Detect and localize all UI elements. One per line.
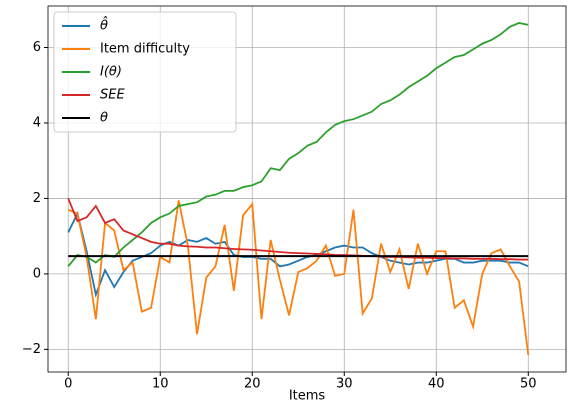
series-line	[67, 200, 530, 356]
x-tick-label: 0	[64, 377, 72, 392]
legend-label: I(θ)	[100, 65, 122, 80]
y-tick-label: 2	[33, 191, 41, 206]
x-axis-label: Items	[289, 389, 326, 404]
x-tick-label: 40	[428, 377, 445, 392]
legend-label: SEE	[100, 88, 125, 103]
x-tick-label: 20	[244, 377, 261, 392]
legend-label: θ̂	[100, 16, 108, 33]
series-line	[67, 198, 529, 261]
x-tick-label: 50	[520, 377, 537, 392]
x-tick-label: 30	[336, 377, 353, 392]
legend-label: θ	[100, 111, 108, 126]
y-tick-label: 4	[33, 115, 41, 130]
legend-label: Item difficulty	[100, 42, 190, 57]
y-tick-label: −2	[22, 342, 41, 357]
x-tick-label: 10	[152, 377, 169, 392]
legend-box	[53, 11, 237, 133]
legend: θ̂ Item difficulty I(θ) SEE θ	[53, 11, 237, 133]
plot-frame	[47, 5, 567, 373]
y-tick-label: 0	[33, 266, 41, 281]
series-line	[67, 22, 529, 267]
y-tick-label: 6	[33, 40, 41, 55]
